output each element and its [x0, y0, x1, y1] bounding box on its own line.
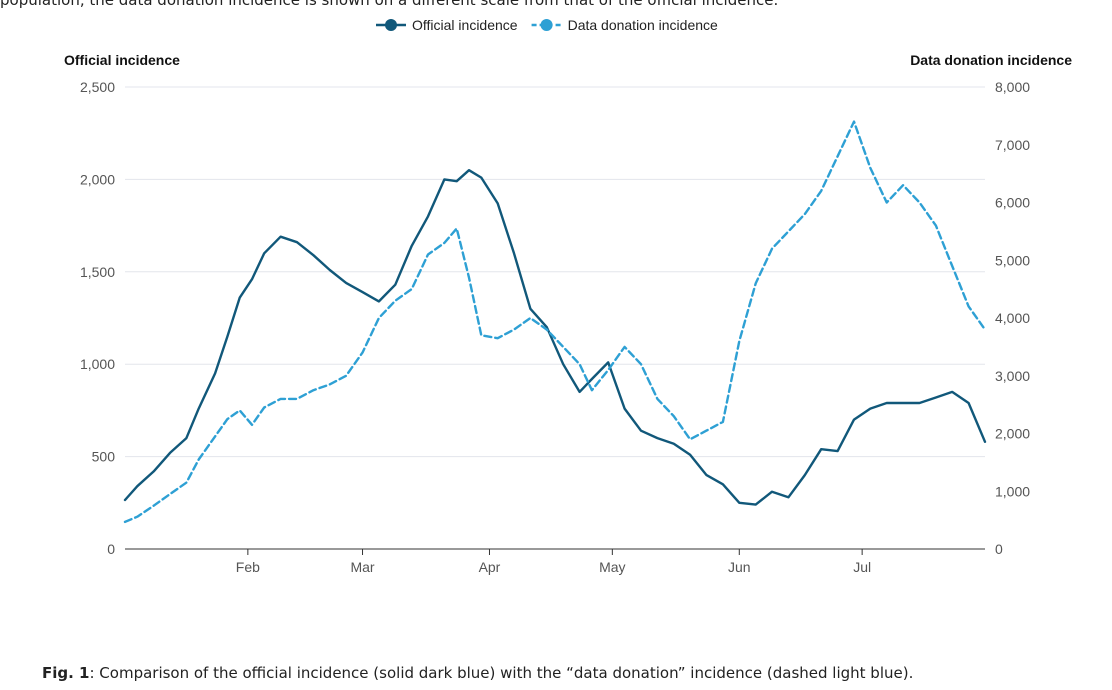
- left-axis-ticks: 0 500 1,000 1,500 2,000 2,500: [80, 79, 115, 557]
- right-tick-label: 8,000: [995, 79, 1030, 95]
- x-tick-label: Jun: [728, 559, 751, 575]
- legend-label: Data donation incidence: [568, 17, 718, 33]
- left-axis-title: Official incidence: [64, 52, 180, 68]
- cutoff-intro-text: population, the data donation incidence …: [0, 0, 779, 9]
- left-tick-label: 1,500: [80, 264, 115, 280]
- left-tick-label: 500: [92, 449, 116, 465]
- x-tick-label: Feb: [236, 559, 260, 575]
- right-tick-label: 5,000: [995, 252, 1030, 268]
- right-axis-title: Data donation incidence: [910, 52, 1072, 68]
- caption-label: Fig. 1: [42, 664, 90, 682]
- left-tick-label: 2,000: [80, 171, 115, 187]
- x-tick-label: Jul: [853, 559, 871, 575]
- x-axis-ticks: Feb Mar Apr May Jun Jul: [236, 549, 871, 575]
- legend-marker: [540, 19, 553, 31]
- legend-marker: [385, 19, 397, 31]
- right-tick-label: 7,000: [995, 137, 1030, 153]
- figure-caption: Fig. 1: Comparison of the official incid…: [42, 664, 913, 682]
- right-tick-label: 0: [995, 541, 1003, 557]
- official-series-line: [123, 168, 987, 506]
- chart-legend: Official incidence Data donation incidenc…: [376, 17, 718, 33]
- x-tick-label: May: [599, 559, 625, 575]
- legend-label: Official incidence: [412, 17, 518, 33]
- right-tick-label: 6,000: [995, 195, 1030, 211]
- data-donation-series-line: [123, 120, 987, 524]
- chart-gridlines: [125, 86, 985, 550]
- right-axis-ticks: 0 1,000 2,000 3,000 4,000 5,000 6,000 7,000 8,00…: [995, 79, 1030, 557]
- caption-text: : Comparison of the official incidence (…: [89, 664, 914, 682]
- chart-series: [123, 120, 987, 524]
- left-tick-label: 1,000: [80, 356, 115, 372]
- left-tick-label: 2,500: [80, 79, 115, 95]
- x-tick-label: Mar: [350, 559, 374, 575]
- right-tick-label: 3,000: [995, 368, 1030, 384]
- right-tick-label: 4,000: [995, 310, 1030, 326]
- incidence-chart: Official incidence Data donation incidenc…: [64, 17, 1072, 575]
- right-tick-label: 2,000: [995, 426, 1030, 442]
- right-tick-label: 1,000: [995, 483, 1030, 499]
- x-tick-label: Apr: [479, 559, 501, 575]
- left-tick-label: 0: [107, 541, 115, 557]
